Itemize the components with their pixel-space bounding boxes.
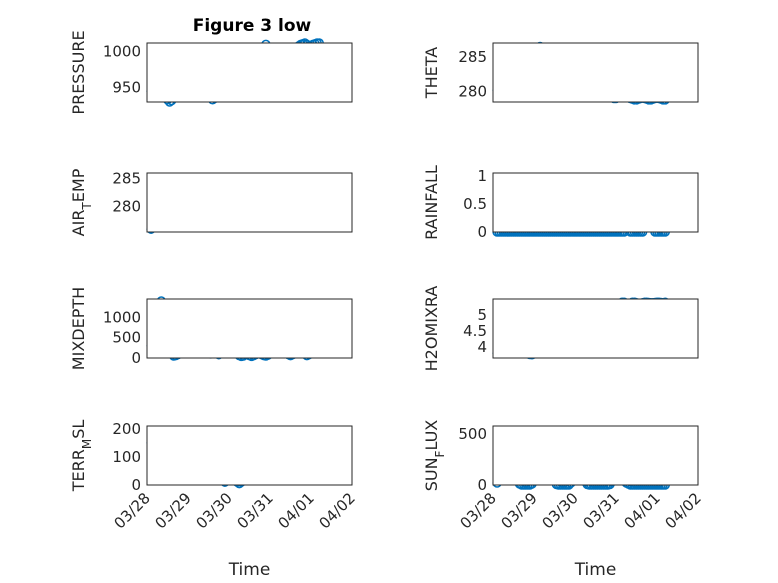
y-tick-label: 1 [477, 167, 487, 185]
y-tick-label: 100 [112, 448, 141, 466]
subplot-theta: 280 285 THETA [422, 41, 699, 105]
axis-frame [492, 172, 699, 233]
x-axis-label: Time [574, 560, 617, 580]
y-tick-label: 4 [477, 338, 487, 356]
y-tick-label: 950 [112, 79, 141, 97]
x-tick-label: 04/02 [316, 489, 359, 532]
y-tick-label: 200 [112, 420, 141, 438]
y-tick-label: 0 [131, 476, 141, 494]
axis-frame [492, 298, 699, 359]
y-tick-label: 0 [477, 476, 487, 494]
x-tick-label: 03/31 [234, 489, 277, 532]
x-tick-label: 03/31 [580, 489, 623, 532]
y-tick-label: 0.5 [463, 195, 487, 213]
y-tick-label: 5 [477, 306, 487, 324]
axis-frame [492, 425, 699, 486]
y-tick-label: 280 [458, 83, 487, 101]
y-tick-label: 285 [458, 48, 487, 66]
x-tick-label: 04/01 [275, 489, 318, 532]
y-axis-label: RAINFALL [422, 165, 441, 240]
y-tick-label: 280 [112, 198, 141, 216]
axis-frame [146, 172, 353, 233]
x-tick-label: 03/29 [152, 489, 195, 532]
x-tick-label: 04/01 [621, 489, 664, 532]
y-tick-label: 285 [112, 170, 141, 188]
y-axis-label: H2OMIXRA [422, 286, 441, 372]
axis-frame [146, 298, 353, 359]
x-tick-label: 03/29 [498, 489, 541, 532]
y-tick-label: 500 [112, 329, 141, 347]
x-tick-label: 03/30 [193, 489, 236, 532]
y-tick-label: 4.5 [463, 322, 487, 340]
y-axis-label: AIRTEMP [69, 168, 94, 236]
subplot-rainfall: 0 0.5 1 RAINFALL [422, 165, 699, 241]
axis-frame [492, 42, 699, 103]
figure-title: Figure 3 low [193, 16, 312, 36]
x-tick-label: 03/30 [539, 489, 582, 532]
y-axis-label: THETA [422, 47, 441, 99]
x-axis-label: Time [228, 560, 271, 580]
y-axis-label: PRESSURE [69, 30, 88, 114]
x-tick-label: 03/28 [111, 489, 154, 532]
subplot-mixdepth: 0 500 1000 MIXDEPTH [69, 287, 353, 370]
axis-frame [146, 425, 353, 486]
y-tick-label: 1000 [103, 43, 141, 61]
y-tick-label: 0 [131, 349, 141, 367]
x-tick-label: 04/02 [662, 489, 705, 532]
y-tick-label: 500 [458, 425, 487, 443]
y-axis-label: MIXDEPTH [69, 287, 88, 370]
axis-frame [146, 42, 353, 103]
y-axis-label: SUNFLUX [422, 420, 447, 492]
subplot-pressure: 950 1000 PRESSURE [69, 30, 353, 115]
x-tick-label: 03/28 [457, 489, 500, 532]
y-tick-label: 1000 [103, 308, 141, 326]
subplot-h2omixra: 44.55 H2OMIXRA [422, 286, 699, 372]
y-axis-label: TERRMSL [69, 420, 94, 493]
y-tick-label: 0 [477, 223, 487, 241]
subplot-air-temp: 280 285 AIRTEMP [69, 168, 353, 236]
